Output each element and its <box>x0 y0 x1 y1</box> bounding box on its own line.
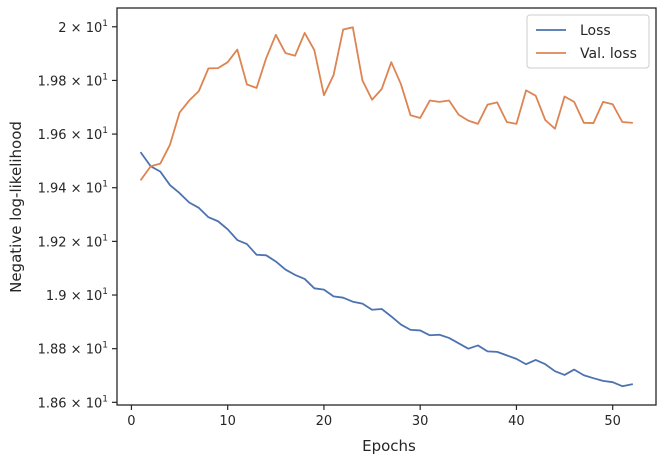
y-tick-label: 1.94 × 101 <box>38 180 108 197</box>
x-tick-label: 30 <box>412 414 429 429</box>
y-tick-label: 1.98 × 101 <box>38 72 108 89</box>
legend: Loss Val. loss <box>526 14 650 69</box>
series-layer <box>139 26 633 388</box>
x-axis-label: Epochs <box>362 437 416 455</box>
x-tick-label: 10 <box>219 414 236 429</box>
y-tick-label: 1.9 × 101 <box>46 287 108 304</box>
legend-box <box>526 14 650 69</box>
y-tick-label: 1.92 × 101 <box>38 233 108 250</box>
x-tick-label: 20 <box>316 414 333 429</box>
x-tick-label: 0 <box>127 414 135 429</box>
y-axis-label: Negative log-likelihood <box>7 121 25 293</box>
y-tick-label: 1.88 × 101 <box>38 341 108 358</box>
y-axis-ticks: 1.86 × 101 1.88 × 101 1.9 × 101 1.92 × 101 1… <box>38 19 117 411</box>
series-line-loss <box>139 151 633 388</box>
x-tick-label: 40 <box>508 414 525 429</box>
x-tick-label: 50 <box>604 414 621 429</box>
x-axis-ticks: 0 10 20 30 40 50 <box>127 405 621 429</box>
legend-label-loss: Loss <box>580 23 611 39</box>
y-tick-label: 1.96 × 101 <box>38 126 108 143</box>
y-tick-label: 1.86 × 101 <box>38 394 108 411</box>
series-line-val-loss <box>139 26 633 181</box>
legend-label-val-loss: Val. loss <box>580 46 637 62</box>
plot-frame <box>116 7 657 406</box>
y-tick-label: 2 × 101 <box>58 19 108 36</box>
